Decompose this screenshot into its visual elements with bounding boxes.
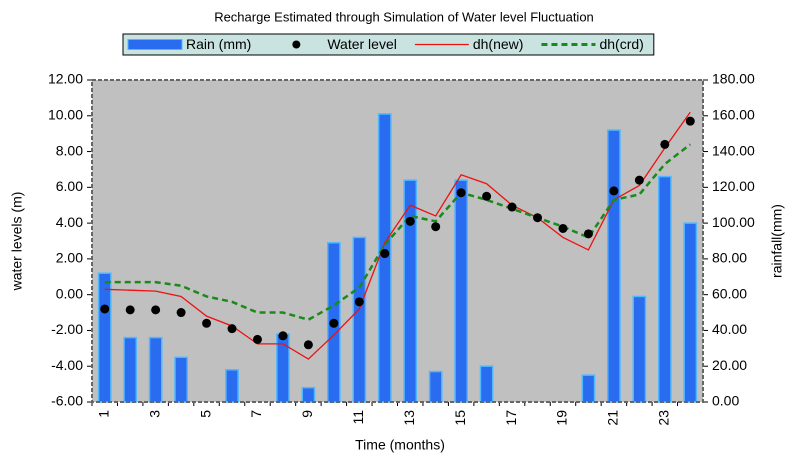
x-tick-label: 1 xyxy=(95,410,111,418)
y-tick-label: 12.00 xyxy=(48,71,83,87)
plot-area xyxy=(92,80,703,402)
bar xyxy=(428,370,443,403)
x-tick-label: 19 xyxy=(554,410,570,426)
point xyxy=(125,305,135,315)
x-tick-label: 13 xyxy=(401,410,417,426)
bar xyxy=(148,336,163,403)
y-tick-label: 10.00 xyxy=(48,106,83,122)
y-tick-label: 6.00 xyxy=(56,178,83,194)
y-tick-label: 4.00 xyxy=(56,214,83,230)
line xyxy=(104,143,692,322)
bar xyxy=(403,179,418,403)
bar xyxy=(632,295,647,403)
y2-tick-label: 180.00 xyxy=(712,71,755,87)
bar xyxy=(225,369,239,403)
bar xyxy=(174,356,188,403)
bar xyxy=(479,365,494,403)
y-tick-label: -2.00 xyxy=(51,321,83,337)
x-tick-label: 7 xyxy=(248,410,264,418)
x-tick-label: 17 xyxy=(503,410,519,426)
x-tick-label: 3 xyxy=(146,410,162,418)
x-tick-label: 11 xyxy=(350,410,366,425)
chart-title: Recharge Estimated through Simulation of… xyxy=(214,9,594,24)
y2-tick-label: 140.00 xyxy=(712,142,755,158)
x-tick-label: 21 xyxy=(605,410,621,426)
bar xyxy=(352,236,367,403)
point xyxy=(100,304,110,314)
y2-tick-label: 0.00 xyxy=(712,393,739,409)
x-axis-label: Time (months) xyxy=(355,437,445,453)
point xyxy=(634,175,644,185)
y-tick-label: -6.00 xyxy=(51,393,83,409)
point xyxy=(151,305,161,315)
legend-swatch xyxy=(292,40,301,49)
legend-label: dh(crd) xyxy=(599,36,643,52)
point xyxy=(456,188,466,198)
legend: Rain (mm) Water level dh(new) dh(crd) xyxy=(122,33,655,56)
point xyxy=(252,334,262,344)
point xyxy=(482,191,492,201)
y-axis-label: water levels (m) xyxy=(9,192,25,292)
point xyxy=(558,223,568,233)
point xyxy=(583,229,593,239)
y2-tick-label: 60.00 xyxy=(712,285,747,301)
bar xyxy=(683,222,698,403)
point xyxy=(354,297,364,307)
point xyxy=(431,222,441,232)
bar xyxy=(454,179,469,403)
bar xyxy=(607,129,621,403)
point xyxy=(329,318,339,328)
legend-label: Water level xyxy=(327,36,397,52)
legend-box xyxy=(122,33,655,56)
y2-axis-label: rainfall(mm) xyxy=(769,204,785,278)
y2-tick-label: 20.00 xyxy=(712,357,747,373)
point xyxy=(660,139,670,149)
bar xyxy=(657,175,672,403)
point xyxy=(202,318,212,328)
x-tick-label: 15 xyxy=(452,410,468,426)
point xyxy=(685,116,695,126)
x-tick-label: 5 xyxy=(197,410,213,418)
line xyxy=(104,111,691,360)
x-tick-label: 9 xyxy=(299,410,315,418)
bar xyxy=(301,386,316,403)
y-tick-label: 2.00 xyxy=(56,250,83,266)
point xyxy=(176,308,186,318)
point xyxy=(278,331,288,341)
point xyxy=(533,213,543,223)
y-tick-label: 8.00 xyxy=(56,142,83,158)
y2-tick-label: 40.00 xyxy=(712,321,747,337)
legend-label: Rain (mm) xyxy=(186,36,251,52)
bar xyxy=(581,374,596,403)
point xyxy=(227,324,237,334)
bar xyxy=(97,272,112,403)
legend-swatch xyxy=(127,39,183,50)
y2-tick-label: 120.00 xyxy=(712,178,755,194)
y2-tick-label: 160.00 xyxy=(712,106,755,122)
y2-tick-label: 80.00 xyxy=(712,250,747,266)
bar xyxy=(123,336,138,403)
point xyxy=(609,186,619,196)
x-tick-label: 23 xyxy=(656,410,672,426)
y-tick-label: 0.00 xyxy=(56,285,83,301)
point xyxy=(405,216,415,226)
point xyxy=(303,340,313,350)
point xyxy=(380,249,390,259)
y2-tick-label: 100.00 xyxy=(712,214,755,230)
point xyxy=(507,202,517,212)
y-tick-label: -4.00 xyxy=(51,357,83,373)
legend-label: dh(new) xyxy=(473,36,524,52)
plot-border xyxy=(91,79,704,403)
